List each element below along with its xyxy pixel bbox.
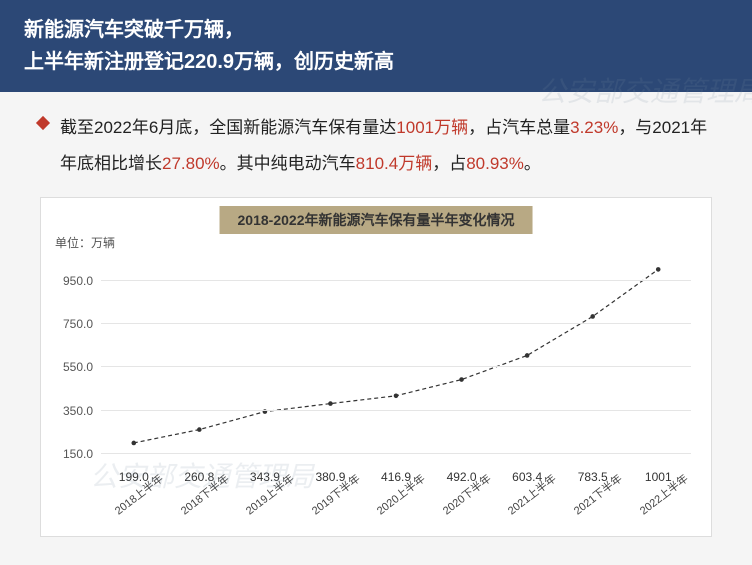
chart-ytick-label: 150.0 [53,447,93,461]
chart-plot-area: 199.0260.8343.9380.9416.9492.0603.4783.5… [101,248,691,486]
chart-xlabel-slot: 2020上半年 [363,488,429,530]
para-text-1: 截至2022年6月底，全国新能源汽车保有量达 [60,118,396,137]
chart-ytick-label: 750.0 [53,317,93,331]
chart-xlabel-slot: 2018下半年 [167,488,233,530]
header-line-1: 新能源汽车突破千万辆， [24,14,728,46]
chart-title: 2018-2022年新能源汽车保有量半年变化情况 [220,206,533,234]
para-value-4: 810.4万辆 [356,154,433,173]
chart-xlabel-slot: 2019上半年 [232,488,298,530]
chart-xlabel-slot: 2019下半年 [298,488,364,530]
diamond-bullet-icon [36,116,50,130]
chart-xlabel-slot: 2021下半年 [560,488,626,530]
para-text-4: 。其中纯电动汽车 [220,154,356,173]
para-value-3: 27.80% [162,154,220,173]
para-value-2: 3.23% [570,118,618,137]
chart-bars-group: 199.0260.8343.9380.9416.9492.0603.4783.5… [101,248,691,486]
chart-gridline [101,453,691,454]
chart-xlabel-slot: 2020下半年 [429,488,495,530]
chart-gridline [101,366,691,367]
header-banner: 新能源汽车突破千万辆， 上半年新注册登记220.9万辆，创历史新高 [0,0,752,92]
para-value-5: 80.93% [466,154,524,173]
chart-x-labels: 2018上半年2018下半年2019上半年2019下半年2020上半年2020下… [101,488,691,530]
chart-gridline [101,410,691,411]
chart-ytick-label: 550.0 [53,360,93,374]
para-text-2: ，占汽车总量 [468,118,570,137]
para-text-5: ，占 [432,154,466,173]
chart-container: 2018-2022年新能源汽车保有量半年变化情况 单位：万辆 199.0260.… [40,197,712,537]
para-value-1: 1001万辆 [396,118,468,137]
chart-gridline [101,280,691,281]
chart-xlabel-slot: 2021上半年 [494,488,560,530]
header-line-2: 上半年新注册登记220.9万辆，创历史新高 [24,46,728,78]
chart-xlabel-slot: 2018上半年 [101,488,167,530]
summary-paragraph: 截至2022年6月底，全国新能源汽车保有量达1001万辆，占汽车总量3.23% ，… [0,92,752,193]
chart-ytick-label: 950.0 [53,274,93,288]
chart-ytick-label: 350.0 [53,404,93,418]
chart-xlabel-slot: 2022上半年 [626,488,692,530]
chart-gridline [101,323,691,324]
para-text-6: 。 [524,154,541,173]
